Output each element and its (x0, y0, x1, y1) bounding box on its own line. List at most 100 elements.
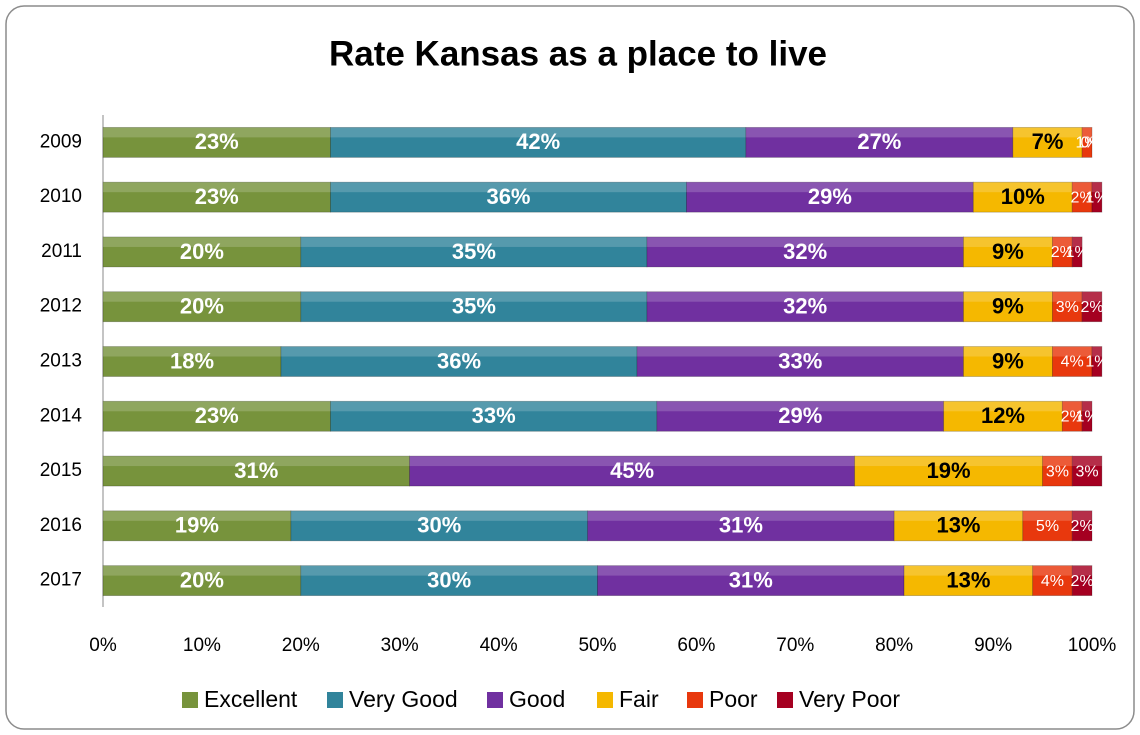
data-label: 2% (1071, 518, 1094, 535)
bar-highlight (330, 401, 657, 412)
bar-highlight (300, 565, 598, 576)
bar-segment (1081, 126, 1093, 158)
bar-highlight (103, 127, 331, 138)
bar-segment (1081, 400, 1093, 432)
bar-highlight (103, 182, 331, 193)
bar-segment (587, 510, 895, 542)
legend-swatch (687, 692, 703, 708)
bar-highlight (686, 182, 974, 193)
data-label: 19% (927, 458, 971, 483)
data-label: 9% (992, 348, 1024, 373)
bar-highlight (904, 565, 1033, 576)
bar-segment (102, 400, 331, 432)
bar-segment (1022, 510, 1073, 542)
category-label: 2012 (40, 296, 82, 317)
bar-highlight (973, 182, 1073, 193)
legend-label: Poor (709, 686, 758, 712)
bar-segment (1091, 181, 1103, 213)
bar-highlight (1072, 182, 1092, 193)
bar-highlight (1032, 565, 1073, 576)
data-label: 42% (516, 129, 560, 154)
bar-highlight (103, 510, 291, 521)
x-tick-label: 80% (875, 635, 913, 656)
bar-segment (330, 400, 658, 432)
data-label: 35% (452, 294, 496, 319)
legend-swatch (327, 692, 343, 708)
bar-highlight (963, 346, 1053, 357)
data-label: 36% (486, 184, 530, 209)
legend-label: Good (509, 686, 565, 712)
category-label: 2017 (40, 570, 82, 591)
bar-highlight (103, 346, 282, 357)
bar-segment (597, 565, 905, 597)
bar-segment (102, 181, 331, 213)
data-label: 32% (783, 239, 827, 264)
x-tick-label: 60% (677, 635, 715, 656)
data-label: 20% (180, 567, 224, 592)
bar-highlight (290, 510, 588, 521)
bar-segment (1071, 565, 1093, 597)
bar-segment (330, 181, 687, 213)
bar-segment (646, 291, 964, 323)
legend-label: Very Poor (799, 686, 900, 712)
bar-segment (963, 291, 1053, 323)
x-tick-label: 10% (183, 635, 221, 656)
bar-segment (636, 346, 964, 377)
bar-segment (1091, 346, 1103, 377)
x-tick-label: 70% (776, 635, 814, 656)
data-label: 9% (992, 239, 1024, 264)
bar-highlight (646, 236, 964, 247)
legend-swatch (777, 692, 793, 708)
bar-highlight (330, 127, 746, 138)
bar-segment (854, 455, 1043, 487)
bar-segment (963, 346, 1053, 377)
bar-highlight (646, 291, 964, 302)
bar-segment (1071, 236, 1083, 268)
legend-label: Excellent (204, 686, 298, 712)
bar-highlight (330, 182, 687, 193)
bar-segment (330, 126, 747, 158)
data-label: 7% (1032, 129, 1064, 154)
bar-highlight (1092, 182, 1102, 193)
bar-highlight (1052, 291, 1083, 302)
bar-highlight (1072, 565, 1092, 576)
bar-segment (1071, 510, 1093, 542)
bar-segment (963, 236, 1053, 268)
bar-highlight (281, 346, 638, 357)
data-label: 32% (783, 294, 827, 319)
bar-highlight (963, 291, 1053, 302)
bar-highlight (103, 236, 301, 247)
data-label: 4% (1061, 354, 1084, 371)
bar-segment (280, 346, 638, 377)
category-label: 2013 (40, 351, 82, 372)
bar-highlight (300, 291, 647, 302)
bar-highlight (1052, 346, 1092, 357)
bar-segment (1052, 346, 1093, 377)
data-label: 30% (427, 567, 471, 592)
bar-highlight (943, 401, 1063, 412)
chart-title: Rate Kansas as a place to live (329, 34, 827, 73)
data-label: 2% (1080, 299, 1103, 316)
bar-highlight (656, 401, 944, 412)
category-label: 2011 (41, 241, 82, 262)
bar-segment (102, 565, 302, 597)
bar-highlight (1072, 510, 1092, 521)
data-label: 18% (170, 348, 214, 373)
bar-segment (893, 510, 1024, 542)
bar-highlight (300, 236, 647, 247)
x-tick-label: 20% (282, 635, 320, 656)
data-label: 30% (417, 513, 461, 538)
data-label: 2% (1051, 244, 1074, 261)
legend-swatch (182, 692, 198, 708)
data-label: 1% (1085, 189, 1108, 206)
bar-segment (102, 236, 302, 268)
data-label: 31% (729, 567, 773, 592)
bar-highlight (103, 565, 301, 576)
data-label: 1% (1066, 244, 1089, 261)
bar-segment (1071, 455, 1103, 487)
bar-highlight (1092, 346, 1102, 357)
bar-highlight (597, 565, 905, 576)
bar-highlight (103, 401, 331, 412)
bar-highlight (1022, 510, 1073, 521)
